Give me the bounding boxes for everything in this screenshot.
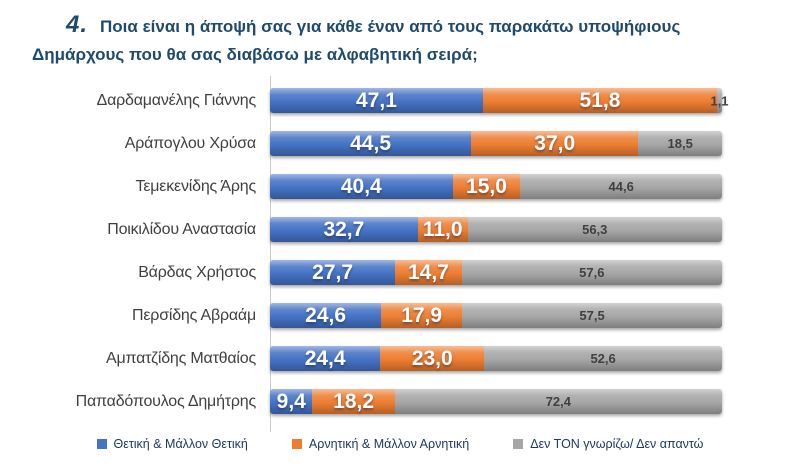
bar-segment: 11,0	[417, 217, 468, 243]
bar-segment: 40,4	[270, 174, 453, 200]
chart-row: Τεμεκενίδης Άρης 40,4 15,0 44,6	[0, 165, 800, 208]
bar-track: 9,4 18,2 72,4	[270, 389, 722, 415]
question-text-line2: Δημάρχους που θα σας διαβάσω με αλφαβητι…	[32, 44, 478, 64]
value-label: 27,7	[312, 261, 354, 285]
chart-rows: Δαρδαμανέλης Γιάννης 47,1 51,8 1,1 Αράπογλου…	[0, 79, 800, 423]
legend-item-positive: Θετική & Μάλλον Θετική	[96, 437, 248, 452]
question-text-line1: Ποια είναι η άποψή σας για κάθε έναν από…	[100, 17, 681, 36]
value-label: 37,0	[534, 132, 576, 156]
bar-segment: 52,6	[484, 346, 722, 372]
bar-segment: 72,4	[394, 389, 722, 415]
value-label: 17,9	[401, 304, 443, 328]
bar-segment: 23,0	[380, 346, 485, 372]
chart-row: Αμπατζίδης Ματθαίος 24,4 23,0 52,6	[0, 337, 800, 380]
bar-track: 27,7 14,7 57,6	[270, 260, 722, 286]
category-label: Τεμεκενίδης Άρης	[135, 177, 257, 195]
value-label: 52,6	[590, 351, 616, 367]
legend-swatch-unknown-icon	[513, 439, 524, 450]
bar-segment: 9,4	[270, 389, 313, 415]
legend-label-negative: Αρνητική & Μάλλον Αρνητική	[308, 437, 470, 452]
value-label: 44,6	[608, 179, 634, 195]
value-label: 32,7	[323, 218, 365, 242]
bar-segment: 24,6	[270, 303, 382, 329]
value-label: 56,3	[582, 222, 608, 238]
bar-track: 40,4 15,0 44,6	[270, 174, 722, 200]
category-axis-line	[270, 76, 271, 433]
value-label: 15,0	[466, 175, 507, 199]
value-label: 72,4	[545, 394, 571, 410]
value-label: 24,4	[304, 347, 346, 371]
bar-segment: 17,9	[381, 303, 463, 329]
category-label: Βάρδας Χρήστος	[138, 263, 256, 281]
value-label: 18,5	[667, 136, 693, 152]
value-label: 44,5	[350, 132, 391, 156]
bar-segment: 56,3	[467, 217, 722, 243]
value-label: 18,2	[333, 390, 375, 414]
bar-segment: 27,7	[270, 260, 396, 286]
chart-row: Βάρδας Χρήστος 27,7 14,7 57,6	[0, 251, 800, 294]
chart-row: Παπαδόπουλος Δημήτρης 9,4 18,2 72,4	[0, 380, 800, 423]
chart-row: Αράπογλου Χρύσα 44,5 37,0 18,5	[0, 122, 800, 165]
category-label: Αράπογλου Χρύσα	[124, 134, 256, 152]
question-title-line1: 4. Ποια είναι η άποψή σας για κάθε έναν α…	[32, 8, 748, 43]
bar-track: 32,7 11,0 56,3	[270, 217, 722, 243]
bar-segment: 32,7	[270, 217, 418, 243]
legend-swatch-positive-icon	[96, 439, 107, 450]
value-label: 11,0	[422, 218, 463, 242]
bar-segment: 44,6	[520, 174, 722, 200]
bar-track: 24,6 17,9 57,5	[270, 303, 722, 329]
question-number: 4.	[66, 11, 89, 38]
bar-segment: 47,1	[270, 88, 483, 114]
value-label: 57,6	[579, 265, 605, 281]
bar-segment: 18,5	[638, 131, 722, 157]
value-label: 40,4	[340, 175, 382, 199]
chart-row: Περσίδης Αβραάμ 24,6 17,9 57,5	[0, 294, 800, 337]
bar-segment: 18,2	[312, 389, 395, 415]
value-label: 14,7	[407, 261, 449, 285]
value-label: 57,5	[579, 308, 605, 324]
bar-track: 24,4 23,0 52,6	[270, 346, 722, 372]
chart-row: Ποικιλίδου Αναστασία 32,7 11,0 56,3	[0, 208, 800, 251]
bar-segment: 44,5	[270, 131, 472, 157]
category-label: Παπαδόπουλος Δημήτρης	[75, 392, 257, 410]
value-label: 24,6	[305, 304, 347, 328]
bar-segment: 37,0	[471, 131, 639, 157]
stacked-bar-chart: Δαρδαμανέλης Γιάννης 47,1 51,8 1,1 Αράπογλου…	[0, 76, 800, 451]
value-label: 1,1	[710, 93, 729, 109]
value-label: 51,8	[579, 89, 621, 113]
bar-segment: 57,5	[462, 303, 722, 329]
bar-segment: 14,7	[395, 260, 462, 286]
question-title: 4. Ποια είναι η άποψή σας για κάθε έναν α…	[32, 8, 748, 67]
bar-track: 44,5 37,0 18,5	[270, 131, 722, 157]
legend-swatch-negative-icon	[291, 439, 302, 450]
category-label: Αμπατζίδης Ματθαίος	[105, 349, 256, 367]
bar-segment: 24,4	[270, 346, 381, 372]
bar-segment: 51,8	[482, 88, 718, 114]
value-label: 47,1	[356, 89, 397, 113]
value-label: 23,0	[411, 347, 453, 371]
chart-row: Δαρδαμανέλης Γιάννης 47,1 51,8 1,1	[0, 79, 800, 122]
category-label: Ποικιλίδου Αναστασία	[107, 220, 256, 238]
legend-item-negative: Αρνητική & Μάλλον Αρνητική	[291, 437, 470, 452]
bar-track: 47,1 51,8 1,1	[270, 88, 729, 114]
bar-segment: 15,0	[452, 174, 521, 200]
bar-segment: 1,1	[710, 88, 729, 114]
legend-label-unknown: Δεν ΤΟΝ γνωρίζω/ Δεν απαντώ	[530, 437, 704, 452]
category-label: Δαρδαμανέλης Γιάννης	[96, 91, 257, 109]
legend-label-positive: Θετική & Μάλλον Θετική	[113, 437, 248, 452]
bar-segment: 57,6	[461, 260, 722, 286]
legend-item-unknown: Δεν ΤΟΝ γνωρίζω/ Δεν απαντώ	[513, 437, 703, 451]
value-label: 9,4	[276, 390, 306, 414]
survey-chart-page: 4. Ποια είναι η άποψή σας για κάθε έναν α…	[0, 8, 800, 468]
plot-area: Δαρδαμανέλης Γιάννης 47,1 51,8 1,1 Αράπογλου…	[0, 76, 800, 433]
legend: Θετική & Μάλλον Θετική Αρνητική & Μάλλον…	[0, 437, 800, 451]
category-label: Περσίδης Αβραάμ	[132, 306, 256, 324]
